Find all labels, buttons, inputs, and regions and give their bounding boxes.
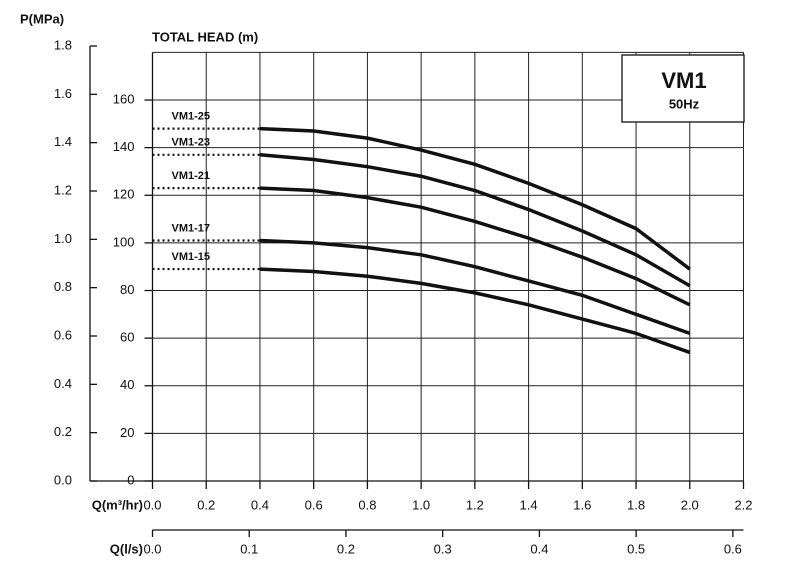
y-tick-label: 20 xyxy=(120,425,134,440)
pump-curve xyxy=(259,153,691,288)
y2-tick-label: 0.2 xyxy=(54,424,72,439)
x-tick-label: 2.2 xyxy=(734,497,752,512)
x-tick-label: 1.0 xyxy=(412,497,430,512)
y2-tick-label: 0.8 xyxy=(54,279,72,294)
x-tick-label: 0.8 xyxy=(358,497,376,512)
x2-tick-label: 0.1 xyxy=(240,541,258,556)
model-subtitle: 50Hz xyxy=(669,96,700,111)
y2-tick-label: 1.6 xyxy=(54,86,72,101)
pump-curve xyxy=(259,238,691,336)
x-tick-label: 0.0 xyxy=(143,497,161,512)
series-label: VM1-23 xyxy=(172,137,211,149)
y-tick-label: 120 xyxy=(113,187,135,202)
pump-curve xyxy=(259,126,691,271)
x2-tick-label: 0.4 xyxy=(530,541,548,556)
x-tick-label: 0.6 xyxy=(305,497,323,512)
y-tick-label: 100 xyxy=(113,234,135,249)
y-tick-label: 160 xyxy=(113,91,135,106)
x2-tick-label: 0.3 xyxy=(434,541,452,556)
y2-tick-label: 0.0 xyxy=(54,472,72,487)
x2-tick-label: 0.6 xyxy=(724,541,742,556)
x-tick-label: 0.4 xyxy=(251,497,269,512)
y-tick-label: 60 xyxy=(120,330,134,345)
x-axis-label: Q(m³/hr) xyxy=(92,497,143,512)
x2-axis-label: Q(l/s) xyxy=(110,541,143,556)
x2-tick-label: 0.0 xyxy=(143,541,161,556)
y2-axis-label: P(MPa) xyxy=(20,11,64,26)
model-box xyxy=(621,54,745,123)
pump-curve xyxy=(259,186,691,307)
y-tick-label: 140 xyxy=(113,139,135,154)
y-tick-label: 40 xyxy=(120,377,134,392)
pump-curve xyxy=(259,267,691,355)
series-label: VM1-17 xyxy=(172,222,211,234)
y2-tick-label: 1.4 xyxy=(54,134,72,149)
series-label: VM1-21 xyxy=(172,170,211,182)
x-tick-label: 1.4 xyxy=(520,497,538,512)
series-label: VM1-15 xyxy=(172,251,211,263)
model-title: VM1 xyxy=(661,68,706,93)
series-label: VM1-25 xyxy=(172,111,211,123)
x-tick-label: 2.0 xyxy=(681,497,699,512)
x-tick-label: 0.2 xyxy=(197,497,215,512)
x2-tick-label: 0.2 xyxy=(337,541,355,556)
x2-tick-label: 0.5 xyxy=(627,541,645,556)
y2-tick-label: 0.4 xyxy=(54,376,72,391)
x-tick-label: 1.8 xyxy=(627,497,645,512)
y2-tick-label: 1.8 xyxy=(54,37,72,52)
y2-tick-label: 1.0 xyxy=(54,231,72,246)
x-tick-label: 1.2 xyxy=(466,497,484,512)
x-tick-label: 1.6 xyxy=(573,497,591,512)
y2-tick-label: 1.2 xyxy=(54,182,72,197)
y-tick-label: 80 xyxy=(120,282,134,297)
chart-title: TOTAL HEAD (m) xyxy=(152,29,258,44)
y2-tick-label: 0.6 xyxy=(54,327,72,342)
y-tick-label: 0 xyxy=(127,472,134,487)
